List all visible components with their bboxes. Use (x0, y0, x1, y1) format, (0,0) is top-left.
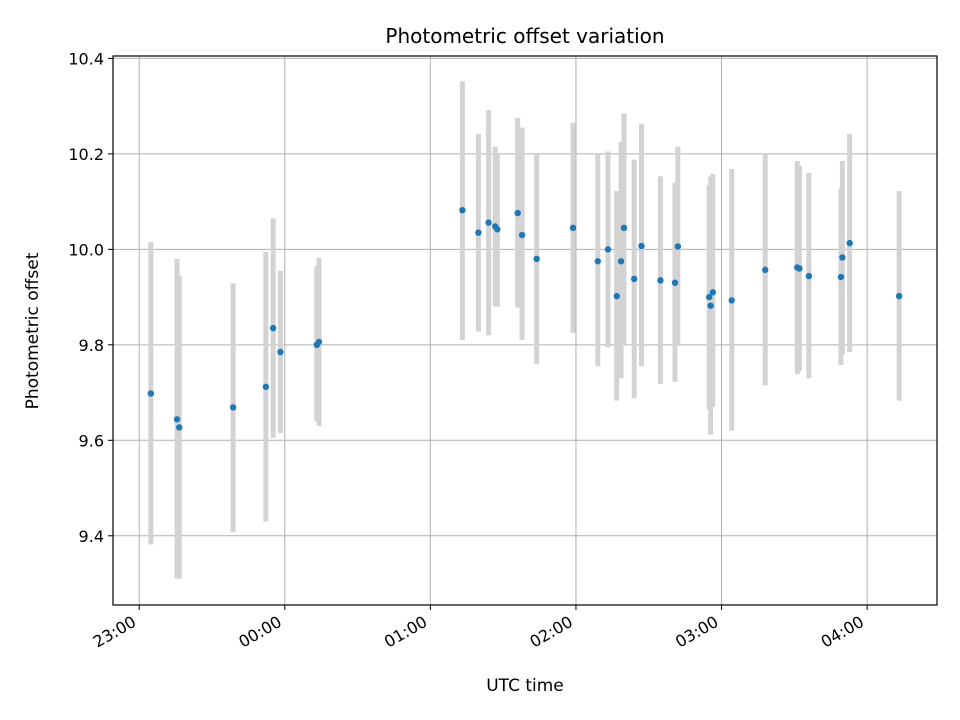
data-point (229, 404, 237, 411)
y-tick-label: 10.0 (68, 240, 104, 259)
data-point (494, 226, 501, 233)
y-tick-label: 9.8 (79, 336, 104, 355)
data-point (315, 338, 323, 346)
data-point (705, 293, 713, 301)
data-point (805, 272, 813, 280)
y-tick-label: 10.4 (68, 49, 104, 68)
data-point (671, 279, 679, 286)
data-points (147, 206, 903, 431)
data-point (620, 224, 628, 232)
data-point (796, 265, 803, 272)
data-point (895, 292, 903, 300)
data-point (638, 242, 645, 250)
data-point (728, 297, 735, 304)
data-point (604, 246, 612, 253)
data-point (707, 302, 714, 309)
data-point (514, 209, 521, 217)
data-point (630, 275, 638, 283)
data-point (176, 424, 183, 431)
data-point (762, 266, 769, 274)
data-point (709, 289, 717, 296)
y-tick-label: 9.6 (79, 431, 104, 450)
data-point (674, 243, 682, 250)
data-point (147, 390, 155, 397)
data-point (594, 258, 601, 265)
chart-title: Photometric offset variation (385, 24, 664, 48)
y-tick-label: 10.2 (68, 145, 104, 164)
data-point (459, 206, 466, 214)
data-point (518, 231, 526, 239)
data-point (846, 239, 853, 247)
data-point (485, 219, 492, 226)
y-tick-label: 9.4 (79, 527, 104, 546)
data-point (569, 224, 577, 232)
data-point (617, 258, 625, 265)
data-point (533, 255, 540, 263)
data-point (657, 277, 664, 284)
x-axis-title: UTC time (486, 676, 564, 696)
data-point (277, 348, 284, 356)
data-point (173, 416, 181, 423)
data-point (839, 254, 846, 261)
y-axis-title: Photometric offset (23, 252, 43, 409)
data-point (837, 273, 845, 281)
y-axis-ticks: 9.4 9.6 9.8 10.0 10.2 10.4 (68, 49, 113, 546)
plot-frame (112, 55, 938, 606)
data-point (262, 383, 270, 391)
data-point (613, 292, 620, 300)
data-point (269, 324, 277, 332)
data-point (475, 229, 482, 236)
